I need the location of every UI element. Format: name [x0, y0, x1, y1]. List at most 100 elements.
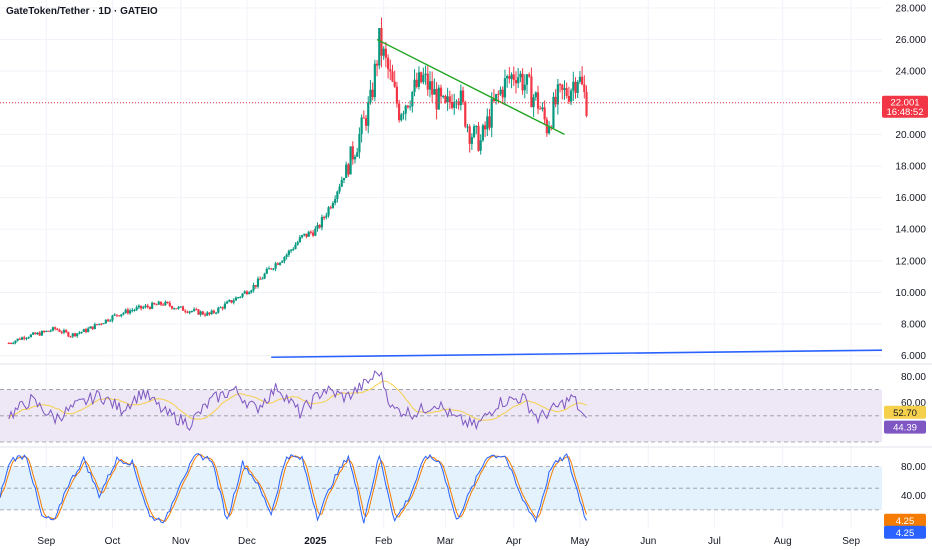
candle[interactable] — [60, 330, 63, 335]
candle[interactable] — [461, 86, 465, 105]
candle[interactable] — [375, 60, 379, 77]
candle[interactable] — [239, 296, 242, 299]
candle[interactable] — [506, 74, 509, 88]
candle[interactable] — [7, 342, 10, 345]
candle[interactable] — [126, 307, 129, 315]
candle[interactable] — [102, 322, 105, 325]
candle[interactable] — [558, 82, 562, 93]
candle[interactable] — [435, 82, 438, 120]
candle[interactable] — [468, 124, 471, 153]
candle[interactable] — [128, 308, 132, 315]
candle[interactable] — [525, 74, 529, 94]
candle[interactable] — [448, 90, 451, 110]
candle[interactable] — [503, 69, 507, 106]
candle[interactable] — [413, 69, 416, 97]
candle[interactable] — [179, 306, 182, 308]
candle[interactable] — [252, 282, 255, 293]
candle[interactable] — [547, 121, 551, 135]
price-pane[interactable] — [0, 17, 883, 359]
candle[interactable] — [479, 134, 482, 155]
candle[interactable] — [166, 301, 169, 304]
candle[interactable] — [219, 306, 222, 309]
candle[interactable] — [446, 87, 449, 111]
candle[interactable] — [334, 195, 337, 206]
candle[interactable] — [184, 309, 187, 314]
candle[interactable] — [356, 147, 359, 158]
candle[interactable] — [312, 230, 315, 238]
candle[interactable] — [578, 71, 582, 84]
candle[interactable] — [576, 80, 579, 99]
candle[interactable] — [517, 67, 520, 88]
candle[interactable] — [433, 78, 436, 95]
candle[interactable] — [455, 99, 458, 109]
stoch-k-line[interactable] — [0, 453, 587, 524]
candle[interactable] — [417, 66, 421, 90]
descending-trendline[interactable] — [376, 38, 565, 135]
candle[interactable] — [188, 310, 191, 315]
candle[interactable] — [292, 247, 295, 252]
candle[interactable] — [536, 85, 540, 115]
candle[interactable] — [386, 54, 390, 79]
candle[interactable] — [411, 91, 414, 113]
candle[interactable] — [250, 289, 253, 294]
candle[interactable] — [340, 176, 343, 188]
candle[interactable] — [543, 100, 546, 125]
candle[interactable] — [45, 330, 48, 333]
candle[interactable] — [234, 296, 238, 301]
candle[interactable] — [574, 77, 577, 99]
candle[interactable] — [51, 326, 55, 332]
candle[interactable] — [534, 91, 537, 101]
candle[interactable] — [450, 94, 454, 110]
candle[interactable] — [289, 249, 293, 253]
candle[interactable] — [95, 324, 99, 326]
candle[interactable] — [232, 298, 235, 305]
candle[interactable] — [67, 331, 70, 338]
candle[interactable] — [431, 71, 434, 103]
candle[interactable] — [261, 276, 264, 280]
candle[interactable] — [186, 310, 189, 314]
candle[interactable] — [400, 112, 403, 122]
candle[interactable] — [137, 304, 141, 310]
candle[interactable] — [519, 70, 522, 83]
candle[interactable] — [65, 329, 68, 334]
candle[interactable] — [82, 328, 85, 332]
candle[interactable] — [162, 302, 165, 306]
candle[interactable] — [296, 240, 299, 246]
candle[interactable] — [267, 266, 271, 270]
candle[interactable] — [159, 301, 163, 307]
candle[interactable] — [58, 328, 61, 333]
candle[interactable] — [378, 27, 381, 70]
candle[interactable] — [373, 59, 376, 102]
candle[interactable] — [395, 81, 398, 108]
candle[interactable] — [276, 262, 279, 266]
candle[interactable] — [98, 323, 101, 326]
candle[interactable] — [371, 82, 374, 101]
candle[interactable] — [523, 74, 526, 99]
candle[interactable] — [349, 146, 352, 175]
candle[interactable] — [241, 293, 244, 299]
candle[interactable] — [459, 84, 462, 111]
candle[interactable] — [212, 309, 215, 314]
candle[interactable] — [402, 110, 405, 120]
candle[interactable] — [124, 308, 127, 314]
candle[interactable] — [151, 301, 154, 310]
candle[interactable] — [49, 329, 52, 333]
candle[interactable] — [144, 303, 147, 309]
candle[interactable] — [270, 267, 273, 270]
candle[interactable] — [327, 206, 330, 218]
candle[interactable] — [561, 83, 564, 100]
candle[interactable] — [367, 96, 370, 134]
candle[interactable] — [510, 72, 513, 89]
candle[interactable] — [358, 127, 361, 159]
candle[interactable] — [237, 296, 240, 299]
candle[interactable] — [488, 109, 491, 131]
candle[interactable] — [508, 67, 511, 84]
candle[interactable] — [217, 306, 220, 314]
candle[interactable] — [14, 340, 17, 345]
candle[interactable] — [153, 302, 156, 305]
candle[interactable] — [364, 114, 368, 131]
candle[interactable] — [552, 92, 555, 130]
candle[interactable] — [477, 121, 480, 152]
candle[interactable] — [248, 291, 251, 295]
candle[interactable] — [56, 328, 59, 331]
